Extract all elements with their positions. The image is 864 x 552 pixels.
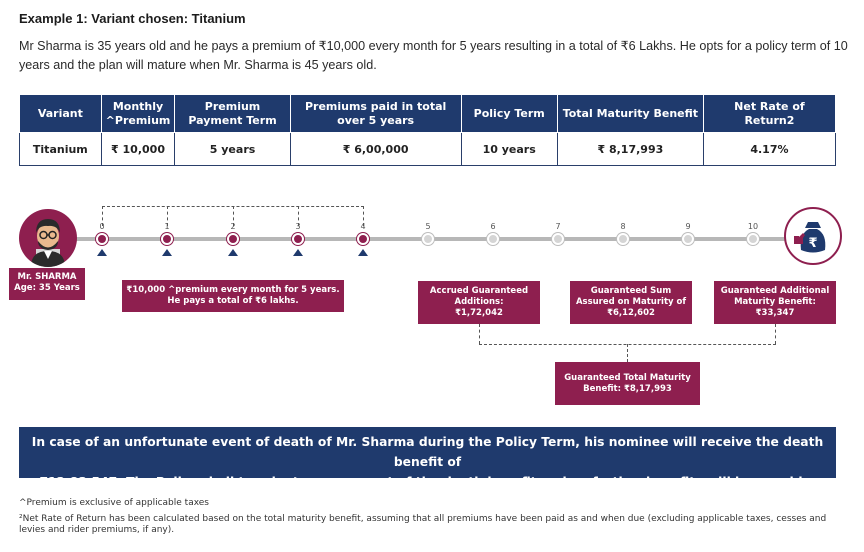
policy-timeline: 0 1 2 3 4 5 6 7 8 9 10 Mr. SHARMA Age: [0, 190, 864, 420]
person-age: Age: 35 Years [14, 283, 80, 293]
th-monthly-premium: Monthly ^Premium [100, 94, 176, 133]
person-name: Mr. SHARMA [17, 272, 77, 282]
bracket-tick [363, 206, 364, 226]
year-node [617, 233, 629, 245]
year-label: 10 [747, 222, 759, 231]
year-label: 8 [620, 222, 626, 231]
table-header-row: Variant Monthly ^Premium Premium Payment… [19, 94, 837, 133]
sum-value: ₹6,12,602 [607, 308, 655, 318]
rupee-symbol: ₹ [808, 236, 817, 251]
addl-line1: Guaranteed Additional [720, 286, 830, 296]
th-policy-term: Policy Term [460, 94, 558, 133]
connector-line [479, 324, 480, 344]
td-payment-term: 5 years [174, 132, 291, 166]
total-line1: Guaranteed Total Maturity [564, 372, 691, 383]
intro-paragraph: Mr Sharma is 35 years old and he pays a … [19, 39, 848, 72]
year-node [682, 233, 694, 245]
th-payment-term: Premium Payment Term [174, 94, 291, 133]
year-node-paid [96, 233, 108, 245]
total-value: Benefit: ₹8,17,993 [583, 383, 672, 394]
accrued-value: ₹1,72,042 [455, 308, 503, 318]
year-node-paid [227, 233, 239, 245]
year-node [747, 233, 759, 245]
year-label: 0 [99, 222, 105, 231]
sum-line2: Assured on Maturity of [575, 297, 687, 307]
year-label: 6 [490, 222, 496, 231]
td-policy-term: 10 years [460, 132, 558, 166]
connector-line [775, 324, 776, 344]
year-node-paid [357, 233, 369, 245]
timeline-line [76, 237, 796, 241]
year-label: 9 [685, 222, 691, 231]
bracket-tick [233, 206, 234, 226]
example-title: Example 1: Variant chosen: Titanium [19, 11, 246, 26]
premium-arrow-icon [358, 249, 368, 256]
death-benefit-banner: In case of an unfortunate event of death… [19, 427, 836, 489]
th-maturity-benefit: Total Maturity Benefit [556, 94, 704, 133]
premium-info-line2: He pays a total of ₹6 lakhs. [167, 296, 299, 306]
th-net-return: Net Rate of Return2 [702, 94, 837, 133]
year-label: 1 [164, 222, 170, 231]
footnote-return: ²Net Rate of Return has been calculated … [19, 514, 827, 535]
bracket-tick [167, 206, 168, 226]
summary-table: Variant Monthly ^Premium Premium Payment… [19, 94, 837, 166]
accrued-line2: Additions: [454, 297, 504, 307]
footnote-premium: ^Premium is exclusive of applicable taxe… [19, 498, 209, 508]
td-monthly-premium: ₹ 10,000 [100, 132, 176, 166]
td-premiums-total: ₹ 6,00,000 [289, 132, 462, 166]
year-label: 5 [425, 222, 431, 231]
premium-arrow-icon [162, 249, 172, 256]
bracket-tick [102, 206, 103, 226]
td-maturity-benefit: ₹ 8,17,993 [556, 132, 704, 166]
td-net-return: 4.17% [702, 132, 837, 166]
premium-arrow-icon [97, 249, 107, 256]
th-variant: Variant [19, 94, 102, 133]
year-node-paid [292, 233, 304, 245]
premium-info-line1: ₹10,000 ^premium every month for 5 years… [126, 285, 340, 295]
year-label: 2 [230, 222, 236, 231]
connector-line [627, 344, 628, 362]
banner-line2: ₹12,83,547. The Policy shall terminate o… [39, 475, 816, 489]
addl-value: ₹33,347 [755, 308, 795, 318]
additional-benefit-box: Guaranteed Additional Maturity Benefit: … [714, 281, 836, 324]
premium-arrow-icon [228, 249, 238, 256]
year-node-paid [161, 233, 173, 245]
accrued-line1: Accrued Guaranteed [429, 286, 529, 296]
person-avatar-icon [19, 209, 77, 267]
money-bag-icon: ₹ [784, 207, 842, 265]
accrued-additions-box: Accrued Guaranteed Additions: ₹1,72,042 [418, 281, 540, 324]
year-node [487, 233, 499, 245]
sum-line1: Guaranteed Sum [590, 286, 672, 296]
sum-assured-box: Guaranteed Sum Assured on Maturity of ₹6… [570, 281, 692, 324]
table-row: Titanium ₹ 10,000 5 years ₹ 6,00,000 10 … [19, 132, 837, 166]
year-label: 7 [555, 222, 561, 231]
year-label: 4 [360, 222, 366, 231]
premium-info-box: ₹10,000 ^premium every month for 5 years… [122, 280, 344, 312]
th-premiums-total: Premiums paid in total over 5 years [289, 94, 462, 133]
premium-arrow-icon [293, 249, 303, 256]
total-maturity-box: Guaranteed Total Maturity Benefit: ₹8,17… [555, 362, 700, 405]
person-label: Mr. SHARMA Age: 35 Years [9, 268, 85, 300]
td-variant: Titanium [19, 132, 102, 166]
year-node [552, 233, 564, 245]
bracket-tick [298, 206, 299, 226]
banner-line1: In case of an unfortunate event of death… [31, 435, 824, 469]
year-label: 3 [295, 222, 301, 231]
year-node [422, 233, 434, 245]
addl-line2: Maturity Benefit: [734, 297, 816, 307]
